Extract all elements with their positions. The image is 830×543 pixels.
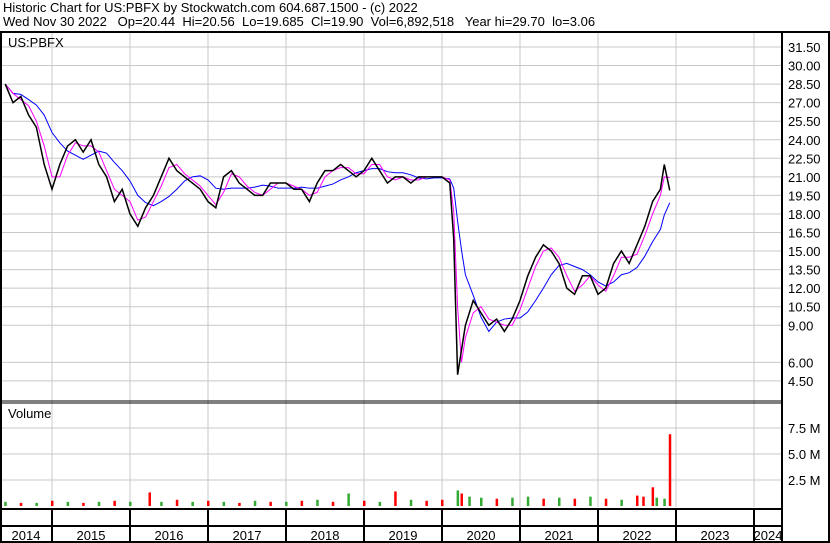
- chart-title: Historic Chart for US:PBFX by Stockwatch…: [3, 0, 418, 15]
- volume-bar: [19, 502, 23, 506]
- price-tick-label: 15.00: [788, 244, 821, 259]
- price-tick-label: 30.00: [788, 59, 821, 74]
- volume-bar: [97, 501, 101, 506]
- volume-bar: [668, 434, 672, 506]
- year-label: 2017: [233, 528, 262, 543]
- year-label: 2015: [77, 528, 106, 543]
- volume-bar: [589, 496, 592, 506]
- price-tick-label: 10.50: [788, 300, 821, 315]
- volume-bar: [4, 501, 7, 506]
- price-lines: [4, 83, 671, 375]
- volume-bar: [148, 492, 151, 506]
- volume-bar: [604, 498, 608, 506]
- volume-bar: [511, 497, 514, 506]
- volume-bar: [542, 498, 545, 506]
- volume-bar: [460, 493, 463, 506]
- volume-bar: [331, 501, 335, 506]
- price-tick-label: 19.50: [788, 188, 821, 203]
- volume-tick-label: 2.5 M: [788, 473, 821, 488]
- price-tick-label: 31.50: [788, 40, 821, 55]
- symbol-label: US:PBFX: [8, 35, 64, 50]
- year-label: 2021: [545, 528, 574, 543]
- volume-bar: [651, 487, 655, 506]
- volume-bar: [394, 491, 397, 506]
- volume-bar: [175, 499, 179, 506]
- volume-bar: [269, 501, 272, 506]
- volume-bar: [129, 501, 132, 506]
- price-tick-label: 16.50: [788, 226, 821, 241]
- volume-bar: [51, 500, 54, 506]
- volume-bar: [655, 497, 658, 506]
- year-label: 2018: [311, 528, 340, 543]
- volume-bar: [191, 501, 194, 506]
- volume-bar: [663, 498, 666, 506]
- moving-average-long: [4, 83, 671, 333]
- year-label: 2014: [12, 528, 41, 543]
- volume-bar: [347, 493, 350, 506]
- price-tick-label: 28.50: [788, 77, 821, 92]
- price-tick-label: 18.00: [788, 207, 821, 222]
- volume-bar: [642, 496, 645, 506]
- volume-bar: [495, 498, 499, 506]
- year-label: 2019: [389, 528, 418, 543]
- volume-bar: [35, 502, 38, 506]
- volume-bar: [468, 496, 471, 506]
- volume-bar: [253, 500, 257, 506]
- volume-bar: [573, 498, 577, 506]
- volume-bar: [66, 501, 70, 506]
- volume-bar: [222, 501, 226, 506]
- year-label: 2016: [155, 528, 184, 543]
- price-tick-label: 22.50: [788, 151, 821, 166]
- year-label: 2023: [701, 528, 730, 543]
- volume-bar: [425, 500, 428, 506]
- price-tick-label: 12.00: [788, 281, 821, 296]
- volume-bar: [363, 500, 366, 506]
- moving-average-short: [4, 83, 670, 363]
- price-tick-label: 21.00: [788, 170, 821, 185]
- price-tick-label: 4.50: [788, 374, 813, 389]
- volume-bar: [285, 501, 288, 506]
- volume-label: Volume: [8, 406, 51, 421]
- price-tick-label: 9.00: [788, 318, 813, 333]
- grid: [0, 33, 782, 507]
- price-tick-label: 25.50: [788, 114, 821, 129]
- volume-bar: [409, 499, 413, 506]
- price-tick-label: 6.00: [788, 355, 813, 370]
- volume-bar: [480, 497, 483, 506]
- volume-bar: [441, 499, 444, 506]
- volume-bar: [300, 500, 304, 506]
- volume-bar: [636, 495, 639, 506]
- chart-frame: [0, 31, 830, 543]
- volume-bar: [113, 500, 116, 506]
- volume-bar: [526, 496, 530, 506]
- quote-summary: Wed Nov 30 2022 Op=20.44 Hi=20.56 Lo=19.…: [3, 14, 596, 29]
- volume-bar: [316, 499, 319, 506]
- volume-bar: [238, 502, 241, 506]
- price-line: [4, 83, 671, 375]
- year-label: 2024: [754, 528, 783, 543]
- price-tick-label: 13.50: [788, 263, 821, 278]
- volume-bar: [456, 490, 460, 506]
- outer-border: [0, 31, 830, 543]
- volume-bar: [82, 502, 85, 506]
- volume-bar: [207, 500, 210, 506]
- volume-bar: [160, 501, 163, 506]
- volume-tick-label: 5.0 M: [788, 447, 821, 462]
- volume-bars: [4, 434, 672, 506]
- axis-labels: 31.50 30.00 28.50 27.00 25.50 24.00 22.50 21.00…: [12, 40, 821, 543]
- price-tick-label: 27.00: [788, 96, 821, 111]
- volume-bar: [378, 501, 382, 506]
- volume-bar: [620, 499, 623, 506]
- year-label: 2022: [623, 528, 652, 543]
- volume-bar: [558, 497, 561, 506]
- year-label: 2020: [467, 528, 496, 543]
- price-tick-label: 24.00: [788, 133, 821, 148]
- volume-tick-label: 7.5 M: [788, 421, 821, 436]
